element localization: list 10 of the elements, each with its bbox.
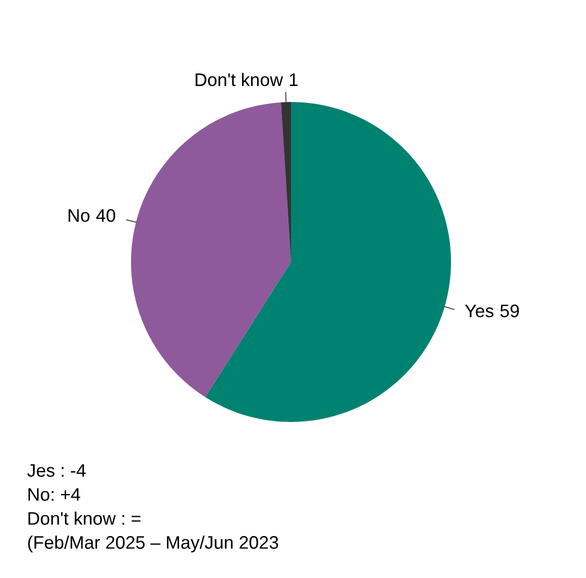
data-label: 59 <box>500 304 519 318</box>
slice-label: No <box>68 209 90 222</box>
text: Don't know : = <box>28 512 140 525</box>
slice-label: Don't know <box>196 72 284 86</box>
text: No: +4 <box>28 488 80 501</box>
text: (Feb/Mar 2025 – May/Jun 2023 <box>28 536 278 552</box>
slice-label: Yes <box>465 304 494 318</box>
data-label: 40 <box>96 209 116 222</box>
data-label: 1 <box>290 74 298 86</box>
text: Jes : -4 <box>27 464 86 477</box>
